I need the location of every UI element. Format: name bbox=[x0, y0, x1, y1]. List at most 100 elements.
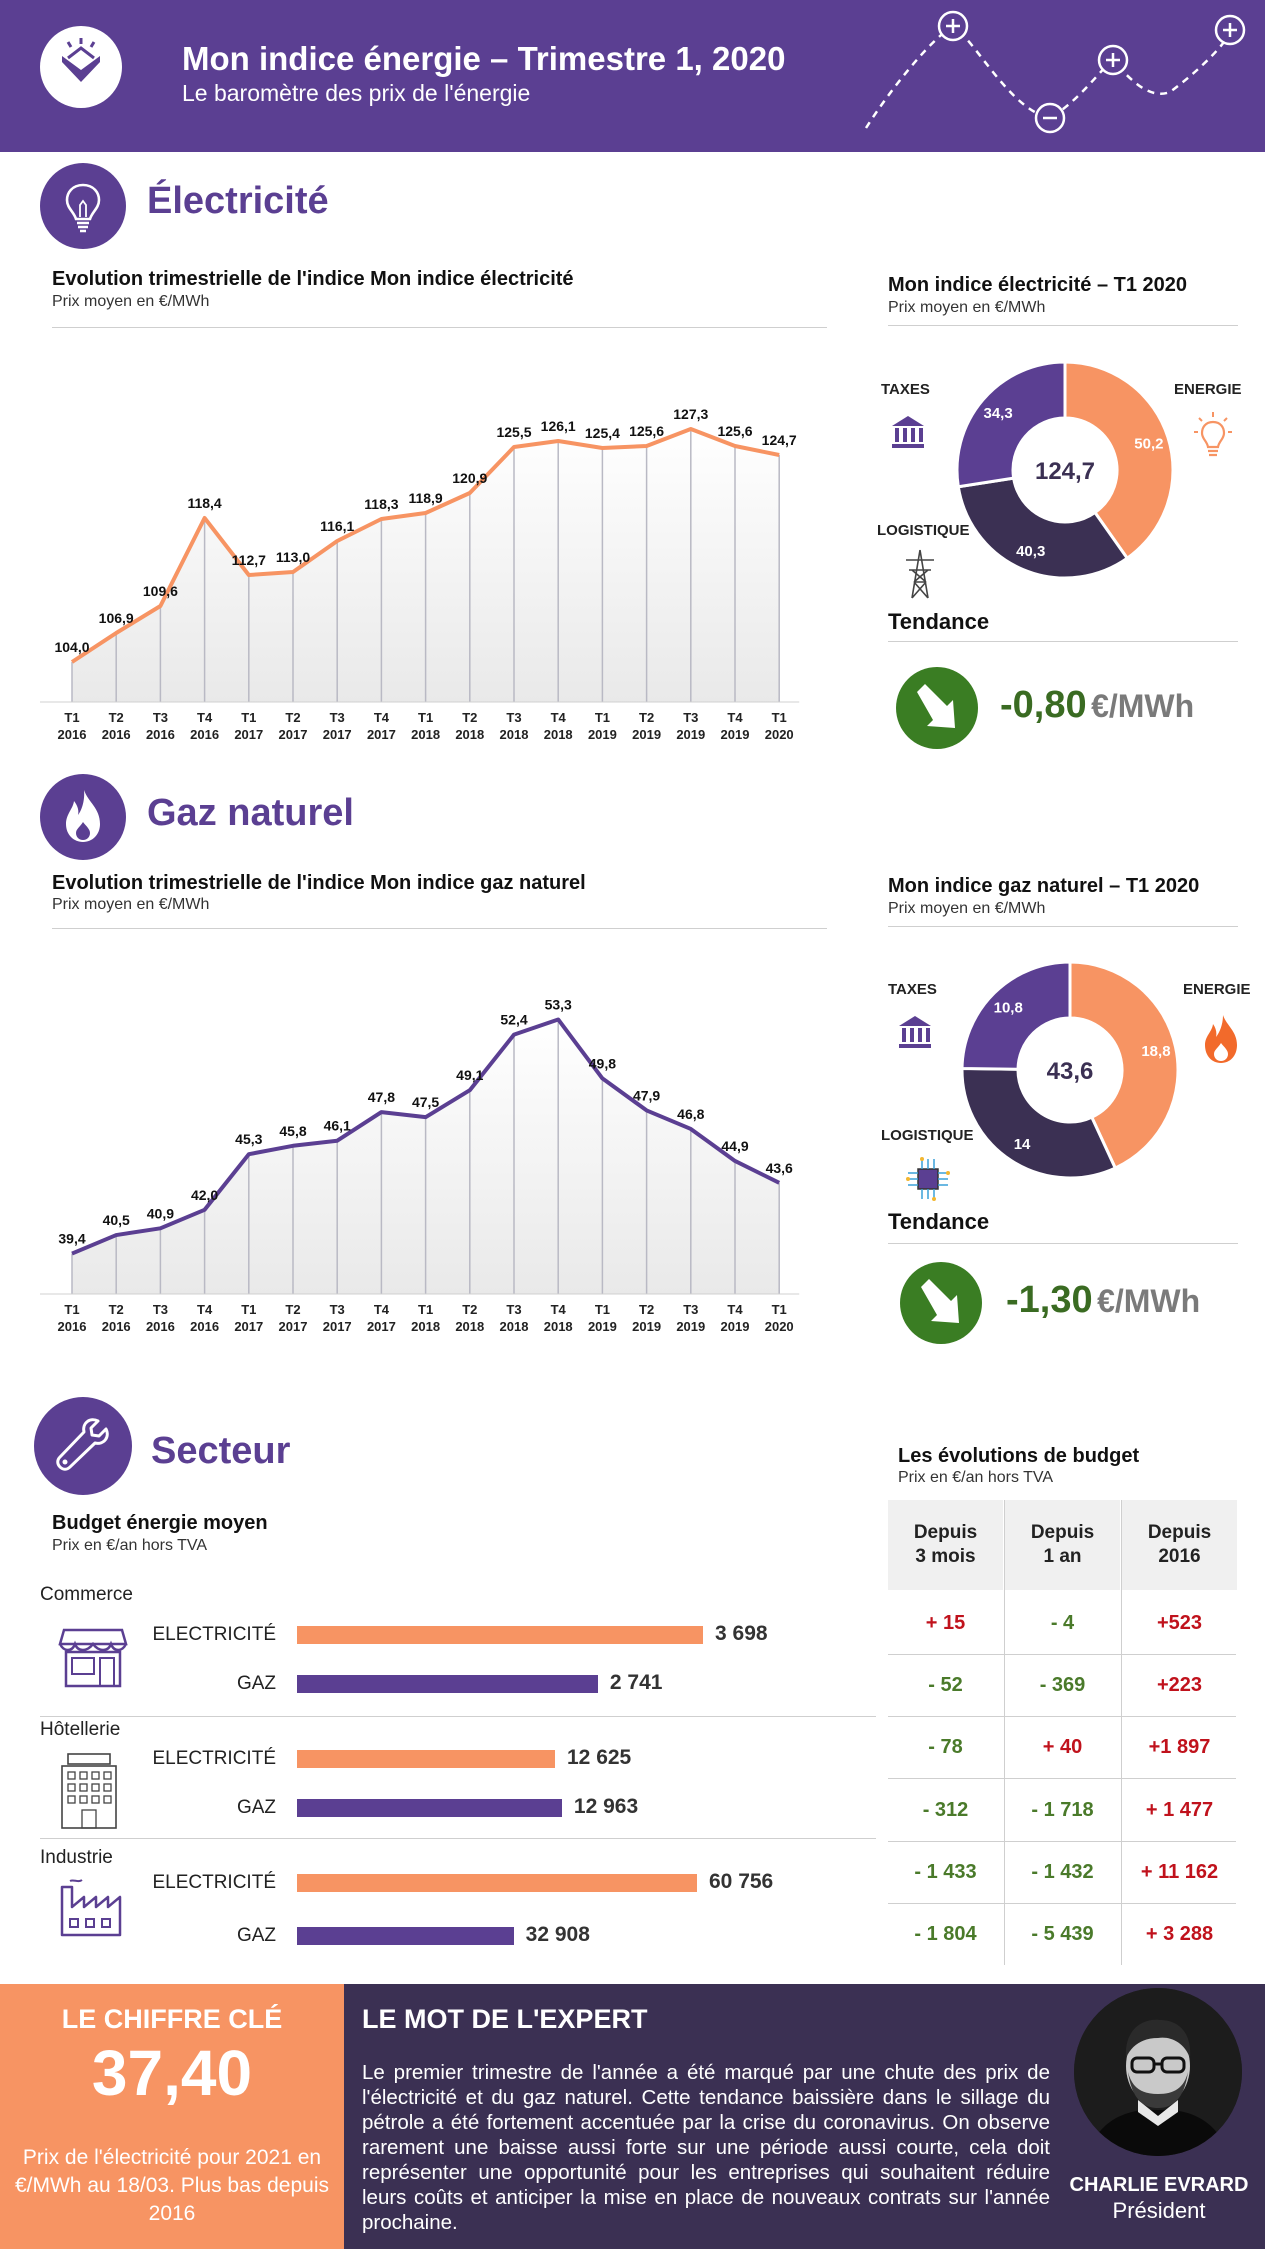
electricity-line-data-label: 106,9 bbox=[99, 610, 134, 626]
gas-section-title: Gaz naturel bbox=[147, 792, 354, 834]
wrench-icon bbox=[56, 1418, 109, 1471]
gas-line-data-label: 52,4 bbox=[500, 1012, 527, 1028]
donut-label-logistique: LOGISTIQUE bbox=[881, 1127, 974, 1144]
evolution-cell: + 11 162 bbox=[1140, 1860, 1219, 1883]
evolution-row-divider bbox=[888, 1903, 1236, 1904]
gas-line-series-line bbox=[71, 1017, 781, 1256]
gas-line-data-label: 47,5 bbox=[412, 1094, 439, 1110]
electricity-line-tick-label-year: 2019 bbox=[721, 727, 750, 742]
sector-category-label: Industrie bbox=[40, 1847, 113, 1868]
electricity-donut-slice-label: 40,3 bbox=[1016, 543, 1045, 560]
gas-tendance: -1,30 €/MWh bbox=[1006, 1279, 1200, 1322]
donut-label-taxes: TAXES bbox=[888, 981, 937, 998]
gas-donut-slice-label: 18,8 bbox=[1141, 1043, 1170, 1060]
gas-line-data-label: 40,9 bbox=[147, 1205, 174, 1221]
expert-role: Président bbox=[1112, 2198, 1206, 2223]
electricity-donut-center-label: 124,7 bbox=[1035, 458, 1095, 485]
divider bbox=[888, 641, 1238, 642]
gas-line-data-label: 39,4 bbox=[58, 1231, 85, 1247]
evolution-cell: + 3 288 bbox=[1145, 1922, 1214, 1945]
factory-icon bbox=[60, 1879, 122, 1937]
budget-bar bbox=[297, 1927, 514, 1945]
gas-section-icon bbox=[40, 774, 126, 860]
electricity-line-tick-label-year: 2017 bbox=[279, 727, 308, 742]
bar-series-label: GAZ bbox=[236, 1797, 276, 1818]
donut-label-energie: ENERGIE bbox=[1183, 981, 1251, 998]
key-figure-description: Prix de l'électricité pour 2021 en €/MWh… bbox=[14, 2146, 329, 2225]
gas-line-tick-label-quarter: T3 bbox=[506, 1302, 521, 1317]
donut-label-taxes: TAXES bbox=[881, 381, 930, 398]
evolution-cell: - 369 bbox=[1039, 1673, 1086, 1696]
evolution-title: Les évolutions de budget bbox=[898, 1445, 1140, 1467]
electricity-line-tick-label-quarter: T3 bbox=[683, 710, 698, 725]
expert-panel: LE MOT DE L'EXPERT Le premier trimestre … bbox=[344, 1984, 1265, 2249]
gas-line-tick-label-quarter: T2 bbox=[285, 1302, 300, 1317]
gas-line-tick-label-year: 2016 bbox=[58, 1319, 87, 1334]
gas-line-tick-label-year: 2016 bbox=[190, 1319, 219, 1334]
bank-icon bbox=[899, 1016, 931, 1048]
electricity-line-data-label: 124,7 bbox=[762, 432, 797, 448]
gas-line-tick-label-year: 2019 bbox=[632, 1319, 661, 1334]
evolution-subtitle: Prix en €/an hors TVA bbox=[898, 1469, 1054, 1486]
electricity-tendance-label: Tendance bbox=[888, 609, 990, 634]
sector-section-title: Secteur bbox=[151, 1430, 291, 1472]
budget-bar bbox=[297, 1799, 562, 1817]
electricity-line-tick-label-quarter: T1 bbox=[418, 710, 433, 725]
electricity-line-tick-label-quarter: T1 bbox=[595, 710, 610, 725]
electricity-line-data-label: 116,1 bbox=[320, 518, 354, 534]
gas-tendance-label: Tendance bbox=[888, 1209, 990, 1234]
electricity-line-tick-label-quarter: T4 bbox=[197, 710, 213, 725]
electricity-line-tick-label-year: 2018 bbox=[544, 727, 573, 742]
evolution-cell: - 1 432 bbox=[1031, 1860, 1094, 1883]
electricity-line-tick-label-quarter: T4 bbox=[551, 710, 567, 725]
gas-line-tick-label-year: 2018 bbox=[411, 1319, 440, 1334]
budget-bar-chart: Commerce ELECTRICITÉ 3 698 GAZ 2 741 Hôteller… bbox=[40, 1584, 876, 1946]
electricity-line-data-label: 125,6 bbox=[717, 423, 752, 439]
electricity-line-tick-label-year: 2016 bbox=[58, 727, 87, 742]
electricity-line-tick-label-quarter: T2 bbox=[639, 710, 654, 725]
gas-line-tick-label-quarter: T4 bbox=[374, 1302, 390, 1317]
donut-label-energie: ENERGIE bbox=[1174, 381, 1242, 398]
budget-subtitle: Prix en €/an hors TVA bbox=[52, 1537, 208, 1554]
gas-line-tick-label-quarter: T1 bbox=[64, 1302, 79, 1317]
evolution-cell: - 4 bbox=[1050, 1611, 1075, 1634]
gas-donut-slice-label: 10,8 bbox=[994, 999, 1023, 1016]
electricity-line-data-label: 127,3 bbox=[673, 406, 708, 422]
evolution-row-divider bbox=[888, 1716, 1236, 1717]
logo-icon bbox=[62, 38, 100, 82]
electricity-section-icon bbox=[40, 163, 126, 249]
gas-line-tick-label-quarter: T2 bbox=[462, 1302, 477, 1317]
evolution-cell: +523 bbox=[1156, 1611, 1203, 1634]
divider bbox=[52, 327, 827, 328]
electricity-line-tick-label-year: 2018 bbox=[411, 727, 440, 742]
gas-line-tick-label-year: 2016 bbox=[146, 1319, 175, 1334]
electricity-line-tick-label-year: 2019 bbox=[632, 727, 661, 742]
evolution-column-divider bbox=[1121, 1500, 1122, 1965]
gas-line-tick-label-quarter: T1 bbox=[772, 1302, 787, 1317]
divider bbox=[888, 325, 1238, 326]
gas-line-tick-label-year: 2017 bbox=[323, 1319, 352, 1334]
donut-label-logistique: LOGISTIQUE bbox=[877, 522, 970, 539]
shop-icon bbox=[58, 1628, 128, 1688]
key-figure-panel: LE CHIFFRE CLÉ 37,40 Prix de l'électrici… bbox=[0, 1984, 344, 2249]
gas-line-data-label: 46,8 bbox=[677, 1106, 704, 1122]
evolution-cell: - 312 bbox=[922, 1798, 969, 1821]
budget-bar-value: 12 963 bbox=[573, 1795, 639, 1818]
electricity-line-tick-label-year: 2016 bbox=[102, 727, 131, 742]
bar-series-label: GAZ bbox=[236, 1925, 276, 1946]
gas-line-data-label: 45,3 bbox=[235, 1131, 262, 1147]
bar-series-label: ELECTRICITÉ bbox=[152, 1748, 276, 1769]
electricity-line-title: Evolution trimestrielle de l'indice Mon … bbox=[52, 268, 574, 290]
bar-series-label: ELECTRICITÉ bbox=[152, 1872, 276, 1893]
flame-icon bbox=[66, 790, 100, 842]
evolution-cell: + 1 477 bbox=[1145, 1798, 1214, 1821]
gas-line-chart: 39,4 T1 2016 40,5 T2 2016 40,9 T3 2016 42,0 T4 2016… bbox=[40, 996, 800, 1334]
evolution-cell: - 1 804 bbox=[914, 1922, 977, 1945]
gas-line-tick-label-year: 2019 bbox=[721, 1319, 750, 1334]
evolution-cell: - 52 bbox=[928, 1673, 963, 1696]
gas-tendance-unit: €/MWh bbox=[1097, 1283, 1201, 1319]
electricity-line-tick-label-year: 2017 bbox=[323, 727, 352, 742]
budget-title: Budget énergie moyen bbox=[52, 1512, 268, 1534]
gas-line-tick-label-quarter: T3 bbox=[153, 1302, 168, 1317]
gas-line-tick-label-year: 2019 bbox=[588, 1319, 617, 1334]
